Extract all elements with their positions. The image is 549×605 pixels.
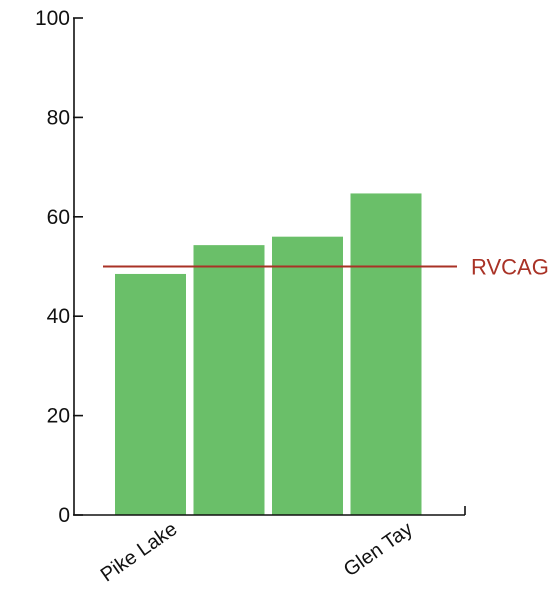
y-axis-ticks: 0 20 40 60 80 100 bbox=[35, 7, 83, 527]
x-tick-label: Pike Lake bbox=[97, 518, 182, 586]
y-tick-label: 20 bbox=[47, 405, 70, 428]
bar bbox=[272, 236, 343, 515]
bar bbox=[193, 245, 265, 515]
y-tick-label: 80 bbox=[47, 106, 70, 129]
y-tick-label: 0 bbox=[58, 504, 70, 527]
bar bbox=[350, 193, 422, 516]
x-tick-label: Glen Tay bbox=[340, 518, 417, 581]
bars bbox=[115, 193, 422, 516]
reference-line-label: RVCAG bbox=[471, 255, 549, 280]
y-tick-label: 100 bbox=[35, 7, 70, 30]
y-tick-label: 60 bbox=[47, 206, 70, 229]
x-axis-labels: Pike Lake Glen Tay bbox=[97, 518, 417, 586]
y-tick-label: 40 bbox=[47, 305, 70, 328]
bar bbox=[115, 273, 186, 515]
